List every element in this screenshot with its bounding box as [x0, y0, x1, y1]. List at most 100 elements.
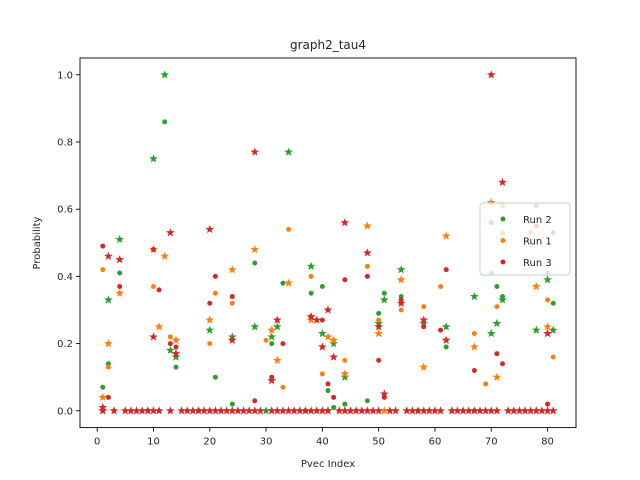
- run-3-star-point: [171, 349, 181, 358]
- run-1-point: [376, 317, 382, 323]
- run-3-star-point: [548, 406, 558, 415]
- y-tick-label: 1.0: [57, 70, 73, 81]
- plot-frame: [79, 57, 577, 429]
- x-tick-label: 0: [94, 437, 100, 448]
- run-3-star-point: [109, 406, 119, 415]
- run-3-point: [325, 381, 331, 387]
- run-2-point: [100, 384, 106, 390]
- run-3-star-point: [402, 406, 412, 415]
- run-1-point: [263, 337, 269, 343]
- y-tick-label: 0.0: [57, 406, 73, 417]
- run-1-star-point: [306, 315, 316, 324]
- run-3-star-point: [520, 406, 530, 415]
- run-1-point: [150, 283, 156, 289]
- run-3-star-point: [205, 224, 215, 234]
- run-3-star-point: [306, 406, 316, 415]
- run-2-star-point: [492, 318, 502, 328]
- run-3-star-point: [543, 328, 552, 338]
- run-3-point: [443, 267, 449, 273]
- run-3-star-point: [464, 406, 474, 415]
- run-3-star-point: [385, 406, 395, 415]
- run-1-star-point: [492, 372, 502, 381]
- run-2-star-point: [149, 154, 158, 163]
- y-tick-label: 0.2: [57, 339, 73, 350]
- run-3-star-point: [329, 352, 338, 361]
- run-3-star-point: [222, 406, 232, 415]
- run-3-star-point: [430, 406, 440, 415]
- run-3-star-point: [143, 406, 153, 415]
- run-3-star-point: [149, 332, 158, 341]
- run-1-star-point: [543, 322, 552, 331]
- run-3-star-point: [289, 406, 299, 415]
- run-2-point: [331, 404, 337, 410]
- run-3-point: [100, 243, 106, 249]
- run-3-star-point: [503, 406, 513, 415]
- run-3-star-point: [211, 406, 220, 415]
- run-3-star-point: [368, 406, 378, 415]
- run-1-star-point: [115, 288, 125, 297]
- run-3-star-point: [323, 406, 333, 415]
- run-3-star-point: [492, 406, 502, 415]
- run-2-point: [117, 270, 123, 276]
- run-3-point: [150, 247, 156, 253]
- run-3-point: [342, 277, 348, 283]
- run-2-star-point: [486, 328, 496, 338]
- run-2-star-point: [284, 147, 293, 156]
- marks-layer: [98, 70, 558, 415]
- run-2-point: [381, 290, 387, 296]
- run-2-star-point: [171, 352, 181, 361]
- y-tick-label: 0.8: [57, 138, 73, 149]
- run-1-star-point: [363, 221, 372, 230]
- run-3-point: [207, 300, 213, 306]
- run-3-star-point: [436, 406, 445, 415]
- run-3-star-point: [424, 406, 434, 415]
- run-3-star-point: [295, 406, 305, 415]
- run-3-star-point: [419, 315, 429, 324]
- run-3-star-point: [408, 406, 417, 415]
- run-2-point: [443, 344, 449, 350]
- run-1-point: [364, 263, 370, 269]
- run-2-point: [308, 290, 314, 296]
- run-2-point: [494, 283, 500, 289]
- run-2-point: [162, 119, 168, 125]
- run-1-star-point: [441, 231, 451, 240]
- y-axis: 0.0 0.2 0.4 0.6 0.8 1.0: [57, 70, 80, 417]
- x-tick-label: 70: [485, 437, 498, 448]
- run-1-point: [167, 334, 173, 340]
- run-3-star-point: [227, 335, 237, 344]
- run-1-point: [207, 341, 213, 347]
- run-3-star-point: [481, 406, 491, 415]
- legend-marker-run-3: [500, 259, 506, 265]
- run-3-star-point: [318, 406, 327, 415]
- run-1-star-point: [284, 278, 293, 287]
- run-1-point: [550, 354, 556, 360]
- run-2-star-point: [160, 70, 170, 79]
- run-1-point: [342, 357, 348, 363]
- run-2-star-point: [250, 322, 260, 331]
- run-1-point: [398, 307, 404, 313]
- run-3-star-point: [188, 406, 198, 415]
- run-3-star-point: [475, 406, 485, 415]
- run-3-star-point: [498, 177, 507, 187]
- legend-label-run-2: Run 2: [523, 215, 552, 226]
- run-2-point: [342, 401, 348, 407]
- run-1-star-point: [323, 332, 333, 341]
- run-3-star-point: [509, 406, 519, 415]
- run-1-point: [545, 297, 551, 303]
- legend: Run 2 Run 1 Run 3: [479, 202, 571, 276]
- run-3-star-point: [98, 406, 108, 415]
- run-3-point: [364, 273, 370, 279]
- run-3-star-point: [284, 406, 293, 415]
- run-3-star-point: [323, 305, 333, 314]
- run-3-star-point: [132, 406, 141, 415]
- run-2-point: [325, 388, 331, 394]
- run-3-point: [229, 294, 235, 300]
- run-1-star-point: [470, 342, 479, 351]
- run-3-star-point: [351, 406, 361, 415]
- run-1-point: [494, 304, 500, 310]
- y-tick-label: 0.6: [57, 205, 73, 216]
- run-3-star-point: [126, 406, 136, 415]
- run-2-star-point: [379, 295, 389, 304]
- run-2-star-point: [115, 234, 125, 244]
